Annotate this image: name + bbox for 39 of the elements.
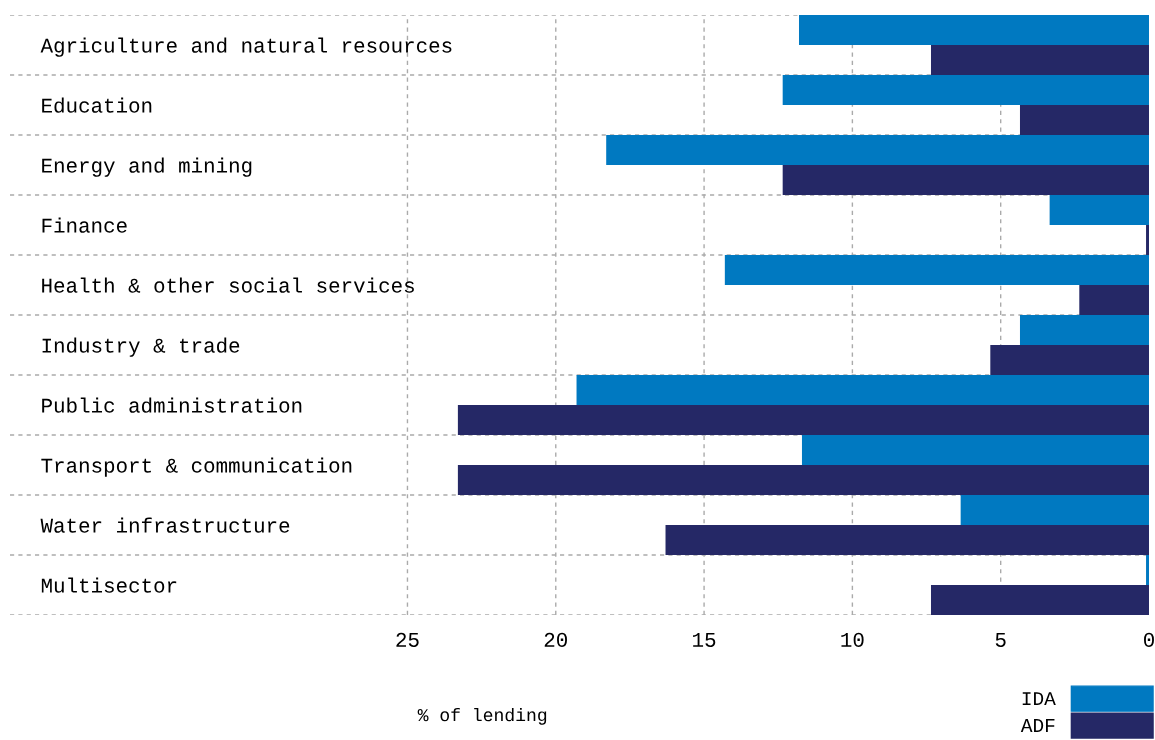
bar [1146, 555, 1149, 585]
bar [960, 495, 1149, 525]
y-tick-label: Transport & communication [41, 457, 352, 477]
y-tick-label: Multisector [41, 577, 177, 593]
bar [457, 465, 1149, 495]
bar [457, 405, 1149, 435]
bar [782, 165, 1149, 195]
bar [576, 375, 1149, 405]
bar [990, 345, 1149, 375]
y-tick-label: Finance [42, 217, 127, 233]
bar [1049, 195, 1149, 225]
bar [798, 15, 1149, 45]
x-tick-label: 20 [544, 632, 567, 647]
bar [1019, 105, 1149, 135]
bar [1019, 315, 1149, 345]
x-tick-label: 5 [995, 633, 1006, 647]
y-tick-label: Health & other social services [42, 277, 414, 293]
x-tick-label: 25 [396, 632, 419, 647]
y-tick-label: Industry & trade [42, 337, 240, 357]
bar [724, 255, 1149, 285]
x-tick-label: 10 [841, 632, 864, 647]
bar [1146, 225, 1149, 255]
bar [930, 45, 1149, 75]
y-tick-label: Education [42, 97, 152, 113]
y-tick-label: Public administration [42, 397, 302, 413]
bar [930, 585, 1149, 615]
y-tick-label: Agriculture and natural resources [40, 37, 452, 57]
x-axis-title: % of lending [417, 708, 547, 725]
legend-label: ADF [1020, 719, 1055, 732]
bar [665, 525, 1149, 555]
bar [1079, 285, 1149, 315]
y-tick-label: Water infrastructure [40, 517, 290, 533]
bar [801, 435, 1149, 465]
bar [606, 135, 1149, 165]
legend-label: IDA [1022, 692, 1056, 705]
x-tick-label: 0 [1144, 632, 1154, 647]
y-tick-label: Energy and mining [42, 157, 252, 177]
bar [782, 75, 1149, 105]
x-tick-label: 15 [693, 633, 716, 647]
